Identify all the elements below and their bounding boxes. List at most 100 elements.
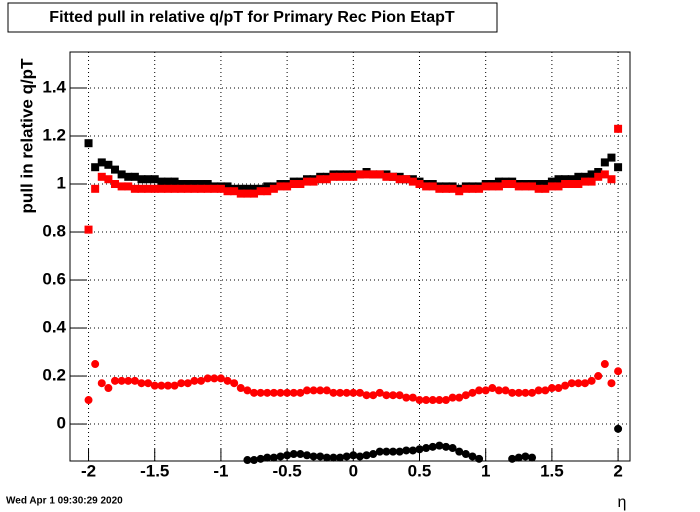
point	[302, 386, 311, 395]
point	[137, 184, 146, 193]
point	[230, 379, 239, 388]
y-tick-label: 1	[57, 173, 66, 192]
point	[104, 175, 113, 184]
point	[567, 175, 576, 184]
point	[481, 182, 490, 191]
point	[600, 170, 609, 179]
point	[170, 184, 179, 193]
point	[369, 170, 378, 179]
point	[475, 184, 484, 193]
point	[316, 386, 325, 395]
y-tick-label: 1.2	[42, 125, 66, 144]
point	[541, 184, 550, 193]
point	[455, 393, 464, 402]
title-box	[7, 2, 498, 33]
point	[567, 379, 576, 388]
point	[428, 442, 437, 451]
point	[441, 396, 450, 405]
point	[250, 184, 259, 193]
point	[203, 374, 212, 383]
point	[415, 180, 424, 189]
y-tick-label: 0	[57, 414, 66, 433]
point	[508, 454, 517, 463]
point	[276, 452, 285, 461]
x-axis-label: η	[618, 494, 627, 511]
point	[216, 184, 225, 193]
x-tick-label: 1	[481, 461, 490, 480]
point	[455, 187, 464, 196]
point	[349, 172, 358, 181]
point	[137, 175, 146, 184]
point	[514, 182, 523, 191]
point	[170, 381, 179, 390]
point	[521, 452, 530, 461]
point	[455, 447, 464, 456]
point	[561, 175, 570, 184]
point	[561, 381, 570, 390]
point	[382, 447, 391, 456]
point	[369, 391, 378, 400]
point	[521, 388, 530, 397]
point	[415, 396, 424, 405]
point	[481, 386, 490, 395]
point	[329, 172, 338, 181]
chart-title: Fitted pull in relative q/pT for Primary…	[49, 9, 455, 26]
point	[276, 388, 285, 397]
point	[382, 172, 391, 181]
point	[97, 172, 106, 181]
point	[183, 379, 192, 388]
point	[574, 180, 583, 189]
point	[104, 384, 113, 393]
point	[488, 182, 497, 191]
point	[475, 386, 484, 395]
point	[501, 386, 510, 395]
point	[342, 388, 351, 397]
point	[243, 456, 252, 465]
point	[263, 453, 272, 462]
point	[329, 453, 338, 462]
x-tick-label: 0.5	[408, 461, 432, 480]
point	[163, 177, 172, 186]
y-tick-label: 0.8	[42, 222, 66, 241]
point	[236, 189, 245, 198]
point	[514, 453, 523, 462]
point	[144, 175, 153, 184]
point	[395, 447, 404, 456]
point	[607, 175, 616, 184]
x-tick-label: -1.5	[140, 461, 169, 480]
point	[389, 447, 398, 456]
point	[428, 182, 437, 191]
point	[203, 184, 212, 193]
point	[607, 379, 616, 388]
point	[494, 177, 503, 186]
point	[528, 182, 537, 191]
x-tick-label: -2	[81, 461, 96, 480]
point	[157, 177, 166, 186]
point	[309, 386, 318, 395]
point	[441, 184, 450, 193]
point	[223, 376, 232, 385]
point	[117, 376, 126, 385]
x-tick-label: -0.5	[272, 461, 301, 480]
point	[144, 379, 153, 388]
point	[587, 170, 596, 179]
y-tick-label: 1.4	[42, 77, 66, 96]
point	[355, 170, 364, 179]
point	[283, 451, 292, 460]
point	[250, 388, 259, 397]
point	[111, 376, 120, 385]
point	[230, 187, 239, 196]
point	[289, 388, 298, 397]
point	[183, 184, 192, 193]
point	[614, 424, 623, 433]
x-tick-label: 1.5	[540, 461, 564, 480]
point	[435, 184, 444, 193]
point	[91, 163, 100, 172]
point	[587, 177, 596, 186]
point	[157, 381, 166, 390]
point	[402, 393, 411, 402]
point	[137, 379, 146, 388]
point	[309, 452, 318, 461]
point	[528, 453, 537, 462]
